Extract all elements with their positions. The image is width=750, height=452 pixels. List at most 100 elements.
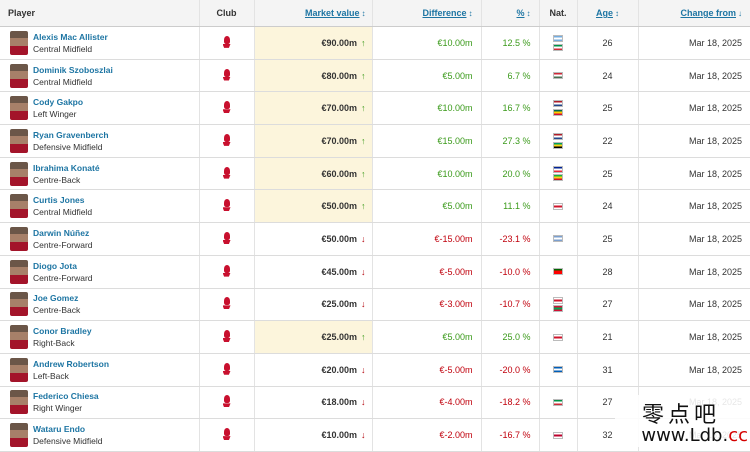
player-cell: Joe Gomez Centre-Back xyxy=(0,288,199,322)
country-flag-icon[interactable] xyxy=(553,202,563,210)
player-name-link[interactable]: Ryan Gravenberch xyxy=(33,129,109,140)
percent-value: -10.0 % xyxy=(499,266,531,277)
country-flag-icon[interactable] xyxy=(553,100,563,108)
difference-cell: €5.00m xyxy=(371,320,481,354)
player-name-link[interactable]: Federico Chiesa xyxy=(33,391,99,402)
difference-value: €10.00m xyxy=(437,37,473,48)
liverpool-crest-icon[interactable] xyxy=(222,133,232,146)
player-photo[interactable] xyxy=(10,128,28,153)
player-photo[interactable] xyxy=(10,63,28,88)
club-cell xyxy=(198,124,254,158)
player-photo[interactable] xyxy=(10,226,28,251)
player-photo[interactable] xyxy=(10,325,28,350)
nationality-cell xyxy=(538,386,577,420)
player-name-link[interactable]: Diogo Jota xyxy=(33,260,77,271)
arrow-down-icon: ↓ xyxy=(361,266,366,277)
liverpool-crest-icon[interactable] xyxy=(222,264,232,277)
player-photo[interactable] xyxy=(10,96,28,121)
country-flag-icon[interactable] xyxy=(553,133,563,141)
player-photo[interactable] xyxy=(10,161,28,186)
liverpool-crest-icon[interactable] xyxy=(222,362,232,375)
liverpool-crest-icon[interactable] xyxy=(222,330,232,342)
club-cell xyxy=(198,255,254,289)
player-photo[interactable] xyxy=(10,194,28,219)
country-flag-icon[interactable] xyxy=(553,43,563,51)
change-date-cell: Mar 18, 2025 xyxy=(637,288,750,322)
liverpool-crest-icon[interactable] xyxy=(222,101,232,113)
liverpool-crest-icon[interactable] xyxy=(222,231,232,244)
sort-icon: ↕ xyxy=(615,9,619,18)
country-flag-icon[interactable] xyxy=(553,333,563,341)
player-name-link[interactable]: Ibrahima Konaté xyxy=(33,162,100,173)
age-cell: 25 xyxy=(576,222,638,256)
country-flag-icon[interactable] xyxy=(553,398,563,406)
club-cell xyxy=(198,288,254,322)
column-header-percent[interactable]: % ↕ xyxy=(480,0,539,27)
player-position: Centre-Back xyxy=(33,174,81,185)
difference-cell: €10.00m xyxy=(371,26,481,60)
player-name-link[interactable]: Curtis Jones xyxy=(33,195,85,206)
country-flag-icon[interactable] xyxy=(553,305,563,313)
market-value-cell: €20.00m ↓ xyxy=(253,353,372,387)
percent-cell: -23.1 % xyxy=(480,222,539,256)
country-flag-icon[interactable] xyxy=(553,174,563,182)
player-cell: Federico Chiesa Right Winger xyxy=(0,386,199,420)
arrow-down-icon: ↓ xyxy=(361,364,366,375)
country-flag-icon[interactable] xyxy=(553,268,563,276)
player-name-link[interactable]: Conor Bradley xyxy=(33,326,92,337)
market-value: €20.00m xyxy=(321,364,357,375)
player-position: Central Midfield xyxy=(33,43,93,54)
table-header-row: Player Club Market value ↕ Difference ↕ % ↕… xyxy=(0,0,750,27)
liverpool-crest-icon[interactable] xyxy=(222,35,232,48)
column-header-age[interactable]: Age ↕ xyxy=(576,0,638,27)
percent-value: -18.2 % xyxy=(499,397,531,408)
player-photo[interactable] xyxy=(10,423,28,448)
percent-cell: 20.0 % xyxy=(480,157,539,191)
player-position: Central Midfield xyxy=(33,207,93,218)
country-flag-icon[interactable] xyxy=(553,141,563,149)
country-flag-icon[interactable] xyxy=(553,35,563,43)
player-photo[interactable] xyxy=(10,30,28,55)
liverpool-crest-icon[interactable] xyxy=(222,166,232,179)
arrow-down-icon: ↓ xyxy=(361,397,366,408)
player-name-link[interactable]: Joe Gomez xyxy=(33,293,79,304)
column-header-market-value[interactable]: Market value ↕ xyxy=(253,0,372,27)
country-flag-icon[interactable] xyxy=(553,72,563,80)
column-header-difference[interactable]: Difference ↕ xyxy=(371,0,481,27)
country-flag-icon[interactable] xyxy=(553,235,563,243)
country-flag-icon[interactable] xyxy=(553,431,563,439)
liverpool-crest-icon[interactable] xyxy=(222,68,232,81)
player-photo[interactable] xyxy=(10,357,28,382)
country-flag-icon[interactable] xyxy=(553,108,563,116)
liverpool-crest-icon[interactable] xyxy=(222,428,232,440)
column-header-change-from[interactable]: Change from ↓ xyxy=(637,0,750,27)
player-photo[interactable] xyxy=(10,292,28,317)
country-flag-icon[interactable] xyxy=(553,366,563,374)
site-watermark: 零点吧 www.Ldb.cc xyxy=(615,395,750,447)
liverpool-crest-icon[interactable] xyxy=(222,199,232,211)
player-cell: Cody Gakpo Left Winger xyxy=(0,91,199,126)
player-photo[interactable] xyxy=(10,259,28,284)
player-photo[interactable] xyxy=(10,390,28,415)
player-name-link[interactable]: Darwin Núñez xyxy=(33,227,90,238)
player-name-link[interactable]: Wataru Endo xyxy=(33,424,86,435)
percent-cell: 11.1 % xyxy=(480,189,539,224)
player-name-link[interactable]: Alexis Mac Allister xyxy=(33,31,108,42)
age-cell: 24 xyxy=(576,59,638,93)
liverpool-crest-icon[interactable] xyxy=(222,395,232,407)
player-name-link[interactable]: Cody Gakpo xyxy=(33,97,84,108)
table-row: Federico Chiesa Right Winger €18.00m ↓ €-… xyxy=(0,386,750,420)
liverpool-crest-icon[interactable] xyxy=(222,297,232,309)
difference-value: €-4.00m xyxy=(439,397,473,408)
age-cell: 24 xyxy=(576,189,638,224)
percent-value: 16.7 % xyxy=(502,103,531,114)
country-flag-icon[interactable] xyxy=(553,296,563,304)
country-flag-icon[interactable] xyxy=(553,165,563,173)
club-cell xyxy=(198,320,254,354)
change-date-cell: Mar 18, 2025 xyxy=(637,91,750,126)
player-name-link[interactable]: Dominik Szoboszlai xyxy=(33,64,113,75)
market-value-cell: €50.00m ↑ xyxy=(253,189,372,224)
difference-cell: €5.00m xyxy=(371,59,481,93)
player-name-link[interactable]: Andrew Robertson xyxy=(33,358,110,369)
difference-cell: €-5.00m xyxy=(371,255,481,289)
